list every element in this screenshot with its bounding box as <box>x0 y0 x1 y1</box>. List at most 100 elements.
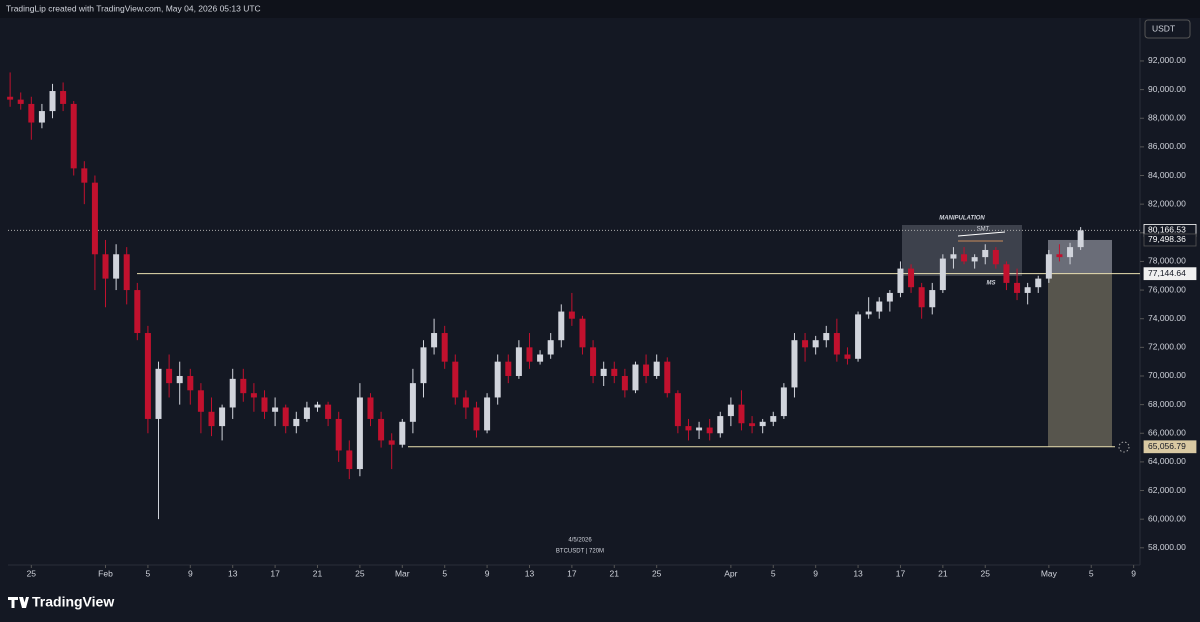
candle-body <box>759 421 766 427</box>
x-tick-label: 9 <box>188 568 193 578</box>
x-tick-label: 21 <box>313 568 323 578</box>
candle-body <box>515 347 522 376</box>
candle-body <box>537 354 544 362</box>
candle-body <box>102 254 109 279</box>
y-tick-label: 92,000.00 <box>1148 55 1186 65</box>
y-tick-label: 72,000.00 <box>1148 342 1186 352</box>
candle-body <box>706 427 713 434</box>
candle-body <box>505 361 512 376</box>
y-tick-label: 62,000.00 <box>1148 485 1186 495</box>
x-tick-label: 17 <box>270 568 280 578</box>
candle-body <box>484 397 491 431</box>
x-tick-label: Apr <box>724 568 737 578</box>
candle-body <box>208 411 215 427</box>
candle-body <box>325 404 332 419</box>
candle-body <box>240 378 247 394</box>
manipulation-zone <box>902 225 1022 276</box>
price-label: 77,144.64 <box>1148 268 1186 278</box>
currency-box[interactable] <box>1144 19 1191 39</box>
candle-body <box>590 347 597 376</box>
x-tick-label: 25 <box>652 568 662 578</box>
plot <box>7 72 1140 520</box>
candle-body <box>219 407 226 427</box>
candle-body <box>1024 287 1031 293</box>
candle-body <box>685 426 692 431</box>
logo-icon <box>8 597 29 608</box>
x-tick-label: 25 <box>355 568 365 578</box>
y-tick-label: 58,000.00 <box>1148 542 1186 552</box>
x-tick-label: 5 <box>771 568 776 578</box>
candle-body <box>632 364 639 391</box>
y-tick-label: 66,000.00 <box>1148 428 1186 438</box>
y-tick-label: 82,000.00 <box>1148 198 1186 208</box>
price-label-box <box>1143 440 1197 454</box>
candle-body <box>547 340 554 355</box>
candle-body <box>908 268 915 288</box>
candle-body <box>939 258 946 291</box>
header-bar <box>0 0 1200 18</box>
candle-body <box>494 361 501 398</box>
symbol-label: BTCUSDT | 720M <box>556 549 604 555</box>
candle-body <box>1077 230 1084 248</box>
candle-body <box>431 333 438 348</box>
x-tick-label: 17 <box>896 568 906 578</box>
position-risk <box>1048 273 1112 447</box>
x-tick-label: 13 <box>853 568 863 578</box>
candle-body <box>60 91 67 104</box>
candle-body <box>166 368 173 384</box>
price-label-box <box>1143 233 1197 247</box>
candle-body <box>1035 278 1042 288</box>
candle-body <box>176 375 183 384</box>
x-tick-label: 9 <box>1131 568 1136 578</box>
candle-body <box>579 318 586 348</box>
candle-body <box>144 333 151 419</box>
candle-body <box>918 287 925 308</box>
candle-body <box>1045 254 1052 279</box>
y-tick-label: 64,000.00 <box>1148 456 1186 466</box>
candle-body <box>749 423 756 427</box>
candle-body <box>876 301 883 312</box>
candle-body <box>28 103 35 123</box>
candle-body <box>409 383 416 422</box>
candle-body <box>1014 282 1021 293</box>
candle-body <box>452 361 459 398</box>
candle-body <box>865 311 872 315</box>
loading-icon <box>1118 441 1130 453</box>
candle-body <box>558 311 565 341</box>
annotation: MANIPULATION <box>939 216 985 222</box>
date-label: 4/5/2026 <box>568 538 592 544</box>
x-tick-label: 5 <box>1089 568 1094 578</box>
candle-body <box>229 378 236 408</box>
x-tick-label: Mar <box>395 568 410 578</box>
y-tick-label: 60,000.00 <box>1148 513 1186 523</box>
price-label-box <box>1143 267 1197 281</box>
candle-body <box>123 254 130 291</box>
candle-body <box>643 364 650 376</box>
attribution: TradingLip created with TradingView.com,… <box>6 3 261 13</box>
price-label: 80,166.53 <box>1148 225 1186 235</box>
candle-body <box>261 397 268 412</box>
candle-body <box>441 333 448 362</box>
y-tick-label: 88,000.00 <box>1148 112 1186 122</box>
candle-body <box>791 340 798 388</box>
y-tick-label: 76,000.00 <box>1148 284 1186 294</box>
candle-body <box>378 418 385 441</box>
y-tick-label: 70,000.00 <box>1148 370 1186 380</box>
y-tick-label: 78,000.00 <box>1148 256 1186 266</box>
candle-body <box>399 421 406 445</box>
candle-body <box>717 416 724 434</box>
x-tick-label: 25 <box>27 568 37 578</box>
candle-body <box>197 390 204 412</box>
candle-body <box>992 249 999 265</box>
candle-body <box>155 368 162 419</box>
candle-body <box>314 404 321 408</box>
x-tick-label: 17 <box>567 568 577 578</box>
candle-body <box>335 418 342 451</box>
candle-body <box>1003 264 1010 283</box>
candle-body <box>1067 247 1074 258</box>
candle-body <box>81 168 88 183</box>
candle-body <box>823 333 830 341</box>
candle-body <box>356 397 363 470</box>
